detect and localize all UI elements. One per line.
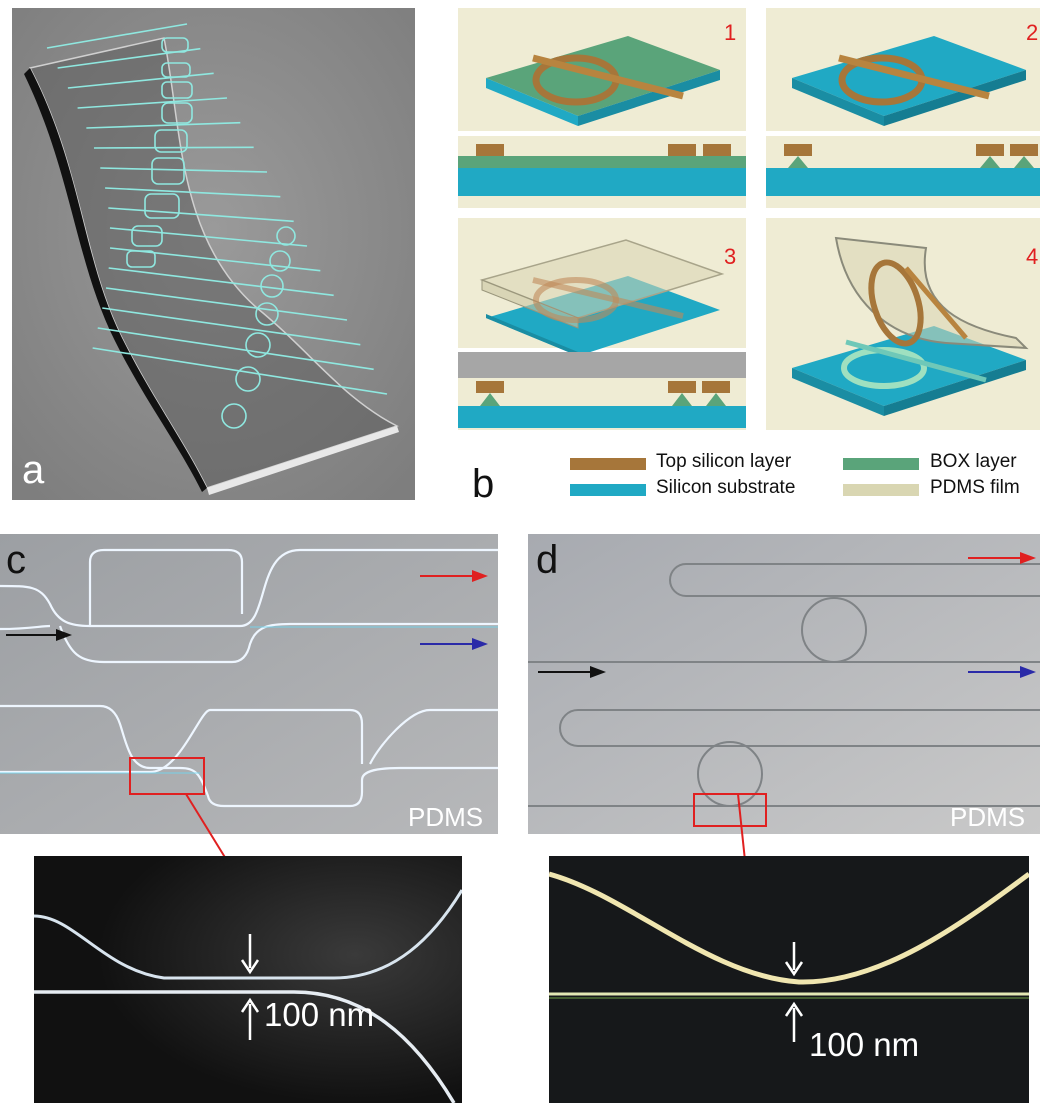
waveguide-line xyxy=(86,121,241,129)
step-2-tile: 2 xyxy=(766,8,1040,208)
step-2-illustration xyxy=(766,8,1040,208)
panel-a-letter: a xyxy=(22,448,45,492)
output-arrow-red-d xyxy=(1020,552,1036,564)
legend-label-top-silicon: Top silicon layer xyxy=(656,451,792,472)
panel-d-letter: d xyxy=(536,538,559,582)
step-4-tile: 4 xyxy=(766,218,1040,430)
panel-c-letter: c xyxy=(6,538,26,582)
flexible-sheet-render xyxy=(12,8,415,500)
legend-label-box: BOX layer xyxy=(930,451,1017,472)
step-1-tile: 1 xyxy=(458,8,746,208)
waveguide-line xyxy=(97,327,374,371)
waveguide-line xyxy=(93,146,254,149)
panel-a: a xyxy=(12,8,415,500)
input-arrow-d xyxy=(590,666,606,678)
waveguide-line xyxy=(105,287,348,321)
panel-c-material-label: PDMS xyxy=(408,802,484,832)
step-4-illustration xyxy=(792,236,1029,416)
waveguide-line xyxy=(108,267,334,297)
legend-swatch-box xyxy=(843,458,919,470)
highlight-box-c xyxy=(129,757,205,795)
step-3-number: 3 xyxy=(724,244,737,269)
waveguide-line xyxy=(109,227,308,247)
input-arrow-c xyxy=(56,629,72,641)
zoom-c: 100 nm xyxy=(34,856,462,1103)
legend-swatch-pdms xyxy=(843,484,919,496)
mzi-micrograph xyxy=(0,534,498,834)
zoom-c-micrograph xyxy=(34,856,462,1103)
legend-label-substrate: Silicon substrate xyxy=(656,477,796,498)
zoom-d-micrograph xyxy=(549,856,1029,1103)
legend-swatch-substrate xyxy=(570,484,646,496)
panel-d: d PDMS xyxy=(528,534,1040,834)
waveguide-line xyxy=(46,23,188,49)
output-arrow-blue-c xyxy=(472,638,488,650)
step-2-number: 2 xyxy=(1026,20,1039,45)
step-1-number: 1 xyxy=(724,20,737,45)
panel-c: c PDMS xyxy=(0,534,498,834)
waveguide-line xyxy=(102,307,361,346)
waveguide-line xyxy=(108,207,294,223)
gap-label-c: 100 nm xyxy=(264,996,375,1033)
step-1-illustration xyxy=(458,8,746,208)
output-arrow-red-c xyxy=(472,570,488,582)
gap-label-d: 100 nm xyxy=(809,1026,920,1063)
step-3-tile: 3 xyxy=(458,218,746,430)
output-arrow-blue-d xyxy=(1020,666,1036,678)
panel-d-material-label: PDMS xyxy=(950,802,1026,832)
waveguide-line xyxy=(105,187,281,198)
legend-label-pdms: PDMS film xyxy=(930,477,1020,498)
step-3-illustration xyxy=(458,218,746,430)
step-4-number: 4 xyxy=(1026,244,1039,269)
panel-b-letter: b xyxy=(472,462,495,506)
zoom-d: 100 nm xyxy=(549,856,1029,1103)
waveguide-line xyxy=(77,97,228,109)
ring-micrograph xyxy=(528,534,1040,834)
panel-b: 1 2 xyxy=(458,8,1040,508)
highlight-box-d xyxy=(693,793,767,827)
legend-swatch-top-silicon xyxy=(570,458,646,470)
